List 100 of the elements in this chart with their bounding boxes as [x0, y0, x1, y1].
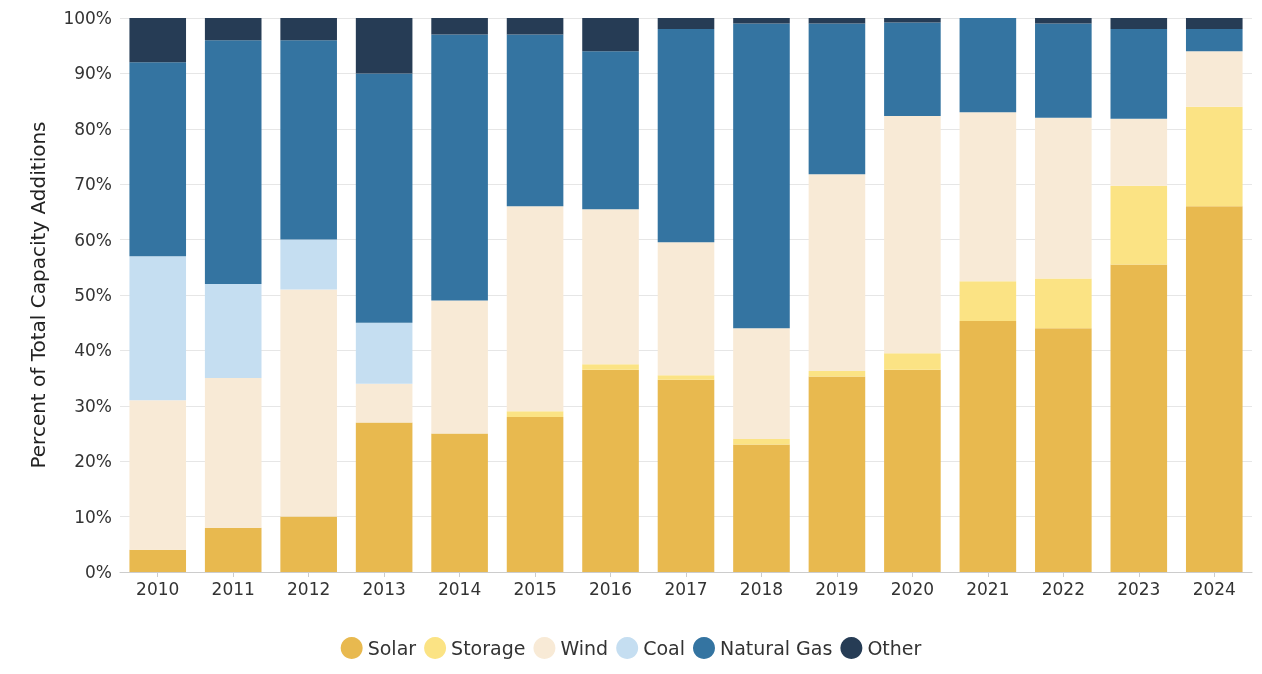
bar [129, 18, 187, 63]
bar [204, 283, 262, 379]
bar [884, 18, 941, 23]
bar [959, 321, 1017, 572]
bar [1110, 264, 1168, 572]
legend-label: Coal [643, 637, 686, 659]
bar [355, 383, 413, 423]
bar [1185, 51, 1243, 107]
bar [657, 29, 715, 243]
y-tick-label: 20% [74, 451, 112, 472]
bar [431, 433, 488, 572]
y-axis-title: Percent of Total Capacity Additions [26, 121, 50, 469]
bar [1035, 117, 1092, 279]
bar [733, 328, 790, 440]
legend-label: Natural Gas [719, 637, 833, 659]
bar [657, 18, 715, 30]
bar [733, 18, 790, 24]
x-tick-label: 2018 [739, 578, 784, 599]
x-tick-label: 2019 [815, 578, 859, 599]
bar [506, 416, 564, 572]
bar [280, 40, 337, 240]
legend-label: Solar [367, 637, 417, 659]
bar [959, 281, 1017, 322]
bar [204, 527, 262, 572]
legend-label: Wind [560, 637, 609, 659]
bar [1035, 328, 1092, 572]
bar [582, 364, 639, 370]
bar [1110, 18, 1168, 30]
x-tick-label: 2012 [287, 578, 331, 599]
bar [129, 549, 187, 572]
bar [1110, 29, 1168, 119]
bar [129, 400, 187, 550]
bar [582, 18, 639, 52]
bar [431, 300, 488, 434]
bar [808, 174, 866, 371]
bar [733, 439, 790, 445]
x-tick-label: 2023 [1117, 578, 1161, 599]
bar [431, 34, 488, 301]
bar [204, 40, 262, 284]
y-tick-label: 100% [63, 8, 112, 28]
x-tick-label: 2010 [136, 578, 180, 599]
bar [506, 18, 564, 35]
x-tick-label: 2016 [588, 578, 633, 599]
bar [808, 376, 866, 572]
bar [582, 209, 639, 365]
bar [506, 206, 564, 412]
bar [1185, 18, 1243, 30]
bar [280, 289, 337, 517]
bar [884, 116, 941, 354]
bar [355, 73, 413, 323]
bar [506, 34, 564, 207]
bar [1035, 23, 1092, 118]
bar [129, 256, 187, 401]
y-tick-label: 0% [85, 562, 112, 582]
bar [280, 239, 337, 290]
bar [959, 18, 1017, 113]
x-tick-label: 2017 [664, 578, 708, 599]
y-tick-label: 50% [74, 285, 112, 305]
x-tick-label: 2022 [1041, 578, 1085, 599]
x-tick-label: 2013 [362, 578, 406, 599]
bar [657, 242, 715, 376]
x-tick-label: 2015 [513, 578, 557, 599]
bar [808, 18, 866, 24]
y-tick-label: 40% [74, 340, 112, 361]
bar [884, 353, 941, 370]
bar [733, 444, 790, 572]
x-tick-label: 2014 [437, 578, 482, 599]
bar [959, 112, 1017, 282]
y-tick-label: 30% [74, 395, 112, 416]
bar [1185, 29, 1243, 52]
bar [582, 51, 639, 210]
bar [355, 322, 413, 384]
y-tick-label: 80% [74, 118, 112, 139]
y-tick-label: 70% [74, 174, 112, 195]
x-tick-label: 2011 [211, 578, 255, 599]
bar [204, 18, 262, 41]
bar [657, 379, 715, 572]
bar [1035, 18, 1092, 24]
x-tick-label: 2024 [1192, 578, 1236, 599]
bar [280, 516, 337, 572]
bar [808, 23, 866, 175]
bar [431, 18, 488, 35]
bar [204, 378, 262, 528]
bar [355, 422, 413, 572]
bar [1110, 185, 1168, 265]
bar [355, 18, 413, 74]
bar [1185, 206, 1243, 572]
bar [129, 62, 187, 257]
bar [657, 375, 715, 380]
x-tick-label: 2021 [966, 578, 1010, 599]
legend-label: Other [867, 637, 922, 659]
bar [1110, 118, 1168, 186]
bar [1185, 106, 1243, 207]
bar [884, 369, 941, 572]
bar [280, 18, 337, 41]
bar [506, 411, 564, 417]
y-tick-label: 60% [74, 229, 112, 250]
bar [884, 22, 941, 117]
y-tick-label: 10% [74, 506, 112, 527]
x-tick-label: 2020 [890, 578, 935, 599]
